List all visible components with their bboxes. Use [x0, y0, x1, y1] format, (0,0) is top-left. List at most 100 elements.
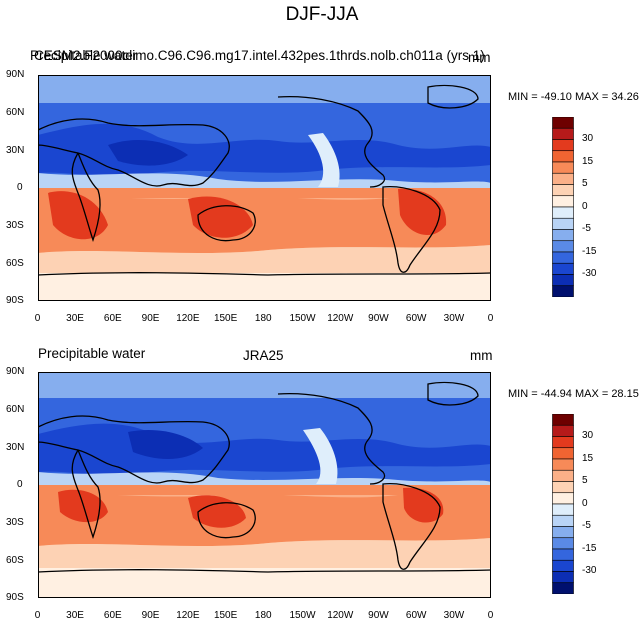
colorbar-swatch	[552, 117, 574, 129]
panel-2-lon-tick: 150E	[213, 610, 238, 621]
colorbar-label: -15	[582, 543, 597, 554]
panel-2-lat-tick: 60S	[6, 555, 24, 566]
colorbar-swatch	[552, 458, 574, 471]
panel-1-lon-tick: 0	[34, 313, 41, 324]
colorbar-swatch	[552, 217, 574, 230]
colorbar-swatch	[552, 251, 574, 264]
colorbar-label: -15	[582, 246, 597, 257]
panel-2-lon-tick: 150W	[289, 610, 316, 621]
panel-1-lon-tick: 150E	[213, 313, 238, 324]
panel-1-lon-tick: 60W	[405, 313, 427, 324]
colorbar-label: 5	[582, 475, 588, 486]
panel-2-lon-tick: 120E	[176, 610, 200, 621]
colorbar-swatch	[552, 184, 574, 197]
panel-2-lon-tick: 0	[34, 610, 41, 621]
panel-2-lat-tick: 90S	[6, 592, 24, 603]
colorbar-swatch	[552, 548, 574, 561]
panel-1-left-label: Precipitable water	[30, 48, 138, 63]
panel-1-lon-tick: 120W	[327, 313, 354, 324]
colorbar-swatch	[552, 172, 574, 185]
panel-2-lat-tick: 90N	[6, 366, 25, 377]
colorbar-swatch	[552, 229, 574, 242]
colorbar-swatch	[552, 481, 574, 494]
panel-2-lat-tick: 30S	[6, 517, 24, 528]
panel-1-lon-tick: 180	[254, 313, 272, 324]
panel-2-lon-tick: 180	[254, 610, 272, 621]
panel-1-frame	[38, 75, 491, 301]
panel-1-lon-tick: 0	[487, 313, 494, 324]
colorbar-swatch	[552, 571, 574, 584]
colorbar-swatch	[552, 206, 574, 219]
panel-2-map	[38, 372, 491, 598]
panel-1-lat-tick: 30N	[6, 145, 25, 156]
colorbar-swatch	[552, 503, 574, 516]
colorbar-swatch	[552, 139, 574, 152]
panel-1-lon-tick: 30E	[66, 313, 84, 324]
panel-1-lon-tick: 60E	[103, 313, 122, 324]
panel-1-min-max: MIN = -49.10 MAX = 34.26	[508, 91, 639, 103]
panel-1-lat-tick: 60N	[6, 107, 25, 118]
panel-2-lon-tick: 30W	[443, 610, 465, 621]
colorbar-swatch	[552, 262, 574, 275]
panel-2-lon-tick: 60E	[103, 610, 122, 621]
colorbar-label: 30	[582, 430, 594, 441]
panel-1-lat-tick: 90N	[6, 69, 25, 80]
panel-2-lat-tick: 30N	[6, 442, 25, 453]
colorbar-swatch	[552, 514, 574, 527]
colorbar-swatch	[552, 537, 574, 550]
panel-2-lat-tick: 0	[17, 479, 23, 490]
colorbar-label: 0	[582, 201, 588, 212]
panel-2-left-label: Precipitable water	[38, 346, 146, 361]
panel-2-lon-tick: 30E	[66, 610, 84, 621]
colorbar-label: -30	[582, 268, 597, 279]
panel-2-colorbar	[552, 414, 574, 594]
colorbar-label: 15	[582, 453, 594, 464]
colorbar-swatch	[552, 285, 574, 297]
colorbar-label: -5	[582, 520, 591, 531]
colorbar-swatch	[552, 161, 574, 174]
colorbar-label: 15	[582, 156, 594, 167]
colorbar-label: 5	[582, 178, 588, 189]
figure-title: DJF-JJA	[285, 4, 359, 25]
panel-2-min-max: MIN = -44.94 MAX = 28.15	[508, 388, 639, 400]
panel-2-lon-tick: 60W	[405, 610, 427, 621]
panel-2-units: mm	[470, 348, 493, 363]
colorbar-swatch	[552, 274, 574, 287]
panel-1-colorbar	[552, 117, 574, 297]
panel-1-lat-tick: 60S	[6, 258, 24, 269]
colorbar-label: -5	[582, 223, 591, 234]
panel-2-center-label: JRA25	[243, 348, 284, 363]
panel-1-lon-tick: 90W	[368, 313, 389, 324]
colorbar-label: 30	[582, 133, 594, 144]
panel-1-lon-tick: 30W	[443, 313, 465, 324]
panel-1-lon-tick: 90E	[141, 313, 160, 324]
panel-2-coastlines	[38, 381, 491, 573]
panel-1-lat-tick: 90S	[6, 295, 24, 306]
colorbar-swatch	[552, 582, 574, 594]
colorbar-swatch	[552, 559, 574, 572]
panel-2-lon-tick: 90E	[141, 610, 160, 621]
panel-1-coastlines	[38, 84, 491, 276]
panel-1-case-label: CESM2.F2000climo.C96.C96.mg17.intel.432p…	[34, 48, 485, 63]
panel-2-frame	[38, 372, 491, 598]
colorbar-swatch	[552, 414, 574, 426]
colorbar-swatch	[552, 127, 574, 140]
panel-1-lat-tick: 30S	[6, 220, 24, 231]
colorbar-swatch	[552, 240, 574, 253]
panel-2-lon-tick: 0	[487, 610, 494, 621]
panel-2-lat-tick: 60N	[6, 404, 25, 415]
colorbar-swatch	[552, 447, 574, 460]
panel-1-lon-tick: 120E	[176, 313, 200, 324]
colorbar-swatch	[552, 492, 574, 505]
panel-1-lon-tick: 150W	[289, 313, 316, 324]
colorbar-swatch	[552, 469, 574, 482]
colorbar-swatch	[552, 526, 574, 539]
panel-1-units: mm	[468, 50, 491, 65]
colorbar-swatch	[552, 424, 574, 437]
colorbar-swatch	[552, 195, 574, 208]
panel-1-lat-tick: 0	[17, 182, 23, 193]
panel-2-lon-tick: 90W	[368, 610, 389, 621]
panel-1-map	[38, 75, 491, 301]
colorbar-label: 0	[582, 498, 588, 509]
colorbar-label: -30	[582, 565, 597, 576]
